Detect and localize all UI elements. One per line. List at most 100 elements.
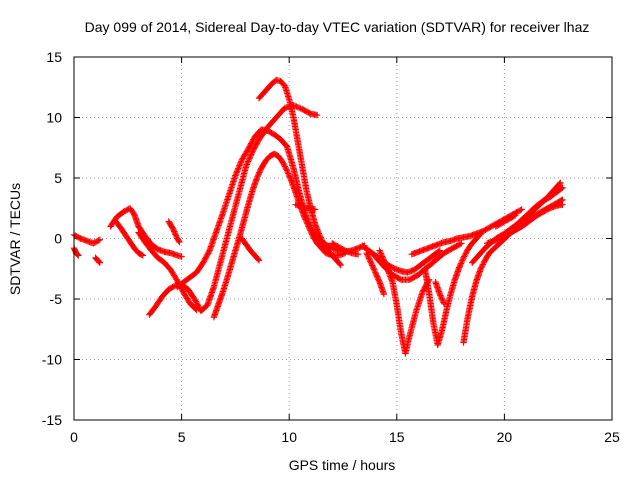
data-point-arc-16-7	[367, 259, 375, 266]
data-point-arc-12-128	[316, 233, 324, 240]
data-point-arc-20-107	[458, 258, 465, 266]
data-point-arc-10-137	[285, 170, 292, 177]
data-point-arc-9-96	[237, 159, 244, 166]
data-point-arc-8-211	[296, 104, 303, 112]
series-arc-21	[432, 278, 448, 308]
data-point-arc-20-114	[463, 249, 470, 256]
data-point-arc-9-31	[203, 252, 210, 260]
data-point-arc-10-135	[283, 167, 291, 174]
data-point-arc-8-165	[250, 146, 257, 154]
series-arc-2	[70, 244, 82, 259]
data-point-arc-22-52	[478, 264, 485, 271]
data-point-arc-21-13	[439, 296, 446, 303]
data-point-arc-22-51	[477, 265, 484, 272]
data-point-arc-9-89	[233, 169, 240, 176]
data-point-arc-20-109	[459, 256, 467, 263]
data-point-arc-10-141	[287, 175, 294, 183]
data-point-arc-8-157	[244, 158, 252, 165]
y-tick-label--5: -5	[50, 291, 63, 307]
data-point-arc-10-171	[302, 216, 309, 223]
data-point-arc-8-170	[253, 140, 261, 147]
data-point-arc-16-9	[369, 262, 376, 269]
data-point-arc-8-156	[244, 159, 251, 167]
y-tick-label-15: 15	[46, 49, 62, 65]
data-point-arc-17-110	[419, 288, 426, 295]
data-point-arc-5-31	[138, 251, 145, 259]
x-axis-label: GPS time / hours	[289, 457, 396, 473]
data-point-arc-9-113	[250, 136, 257, 143]
data-point-arc-10-178	[306, 225, 313, 233]
data-point-arc-17-4	[378, 253, 386, 260]
data-point-arc-10-181	[308, 230, 315, 237]
series-arc-3	[92, 254, 104, 266]
data-point-arc-10-138	[285, 171, 293, 179]
data-point-arc-18-75	[458, 240, 465, 247]
series-arc-23	[468, 184, 566, 266]
data-point-arc-9-33	[204, 250, 212, 257]
x-tick-label-15: 15	[389, 429, 405, 445]
data-point-arc-7-7	[170, 227, 177, 234]
data-point-arc-8-168	[252, 142, 259, 150]
data-point-arc-16-3	[365, 253, 372, 261]
data-point-arc-10-174	[304, 220, 311, 227]
data-point-arc-9-90	[233, 168, 241, 175]
data-point-arc-9-94	[236, 162, 243, 169]
data-point-arc-8-208	[291, 102, 299, 110]
data-point-arc-9-32	[204, 251, 211, 258]
series-arc-10	[210, 150, 349, 321]
data-point-arc-8-46	[191, 295, 198, 303]
data-point-arc-17-5	[379, 254, 387, 262]
series-arc-1	[70, 231, 104, 247]
data-point-arc-16-0	[363, 249, 370, 257]
data-point-arc-14-20	[354, 251, 362, 258]
data-point-arc-9-91	[234, 166, 241, 174]
data-point-arc-9-108	[246, 143, 253, 150]
y-tick-label-10: 10	[46, 110, 62, 126]
data-point-arc-2-6	[74, 251, 81, 258]
data-point-arc-9-112	[249, 137, 256, 145]
data-point-arc-6-42	[173, 276, 180, 283]
data-point-arc-8-164	[249, 148, 256, 155]
data-point-arc-21-10	[437, 292, 444, 299]
data-point-arc-10-98	[253, 174, 261, 182]
data-point-arc-15-68	[436, 247, 444, 254]
series-arc-17	[376, 247, 433, 357]
data-point-arc-7-15	[175, 237, 182, 245]
data-point-arc-20-105	[457, 261, 464, 268]
y-axis-label: SDTVAR / TECUs	[7, 183, 23, 295]
data-point-arc-21-14	[439, 297, 447, 305]
data-point-arc-20-131	[477, 230, 484, 237]
data-point-arc-21-11	[437, 293, 445, 301]
data-point-arc-10-179	[307, 227, 314, 234]
x-tick-label-0: 0	[70, 429, 78, 445]
data-point-arc-21-12	[438, 295, 445, 302]
data-point-arc-9-28	[201, 256, 208, 264]
data-point-arc-23-83	[558, 185, 565, 192]
data-point-arc-20-108	[459, 257, 466, 264]
data-point-arc-10-99	[254, 173, 261, 180]
data-point-arc-16-8	[368, 260, 375, 268]
data-point-arc-7-11	[172, 232, 180, 239]
data-point-arc-9-97	[238, 158, 245, 165]
y-tick-label-0: 0	[54, 231, 62, 247]
data-point-arc-16-4	[365, 255, 373, 262]
data-point-arc-9-29	[202, 255, 209, 262]
data-point-arc-10-177	[305, 224, 313, 231]
data-point-arc-9-27	[200, 258, 208, 265]
data-point-arc-9-109	[247, 141, 254, 149]
data-point-arc-8-48	[192, 298, 200, 305]
data-point-arc-13-15	[311, 206, 319, 213]
data-point-arc-20-103	[456, 264, 463, 271]
y-tick-labels: -15 -10 -5 0 5 10 15	[42, 49, 62, 428]
data-point-arc-10-140	[286, 174, 294, 181]
series-arc-22	[460, 179, 564, 346]
data-point-arc-20-130	[476, 231, 484, 238]
data-point-arc-3-5	[95, 258, 103, 266]
data-point-arc-22-132	[557, 179, 564, 187]
data-point-arc-12-130	[318, 235, 325, 243]
data-point-arc-10-175	[304, 221, 312, 229]
data-point-arc-5-32	[139, 252, 147, 259]
data-point-arc-21-15	[440, 299, 447, 306]
data-point-arc-3-6	[96, 259, 104, 266]
data-point-arc-7-9	[171, 229, 179, 237]
